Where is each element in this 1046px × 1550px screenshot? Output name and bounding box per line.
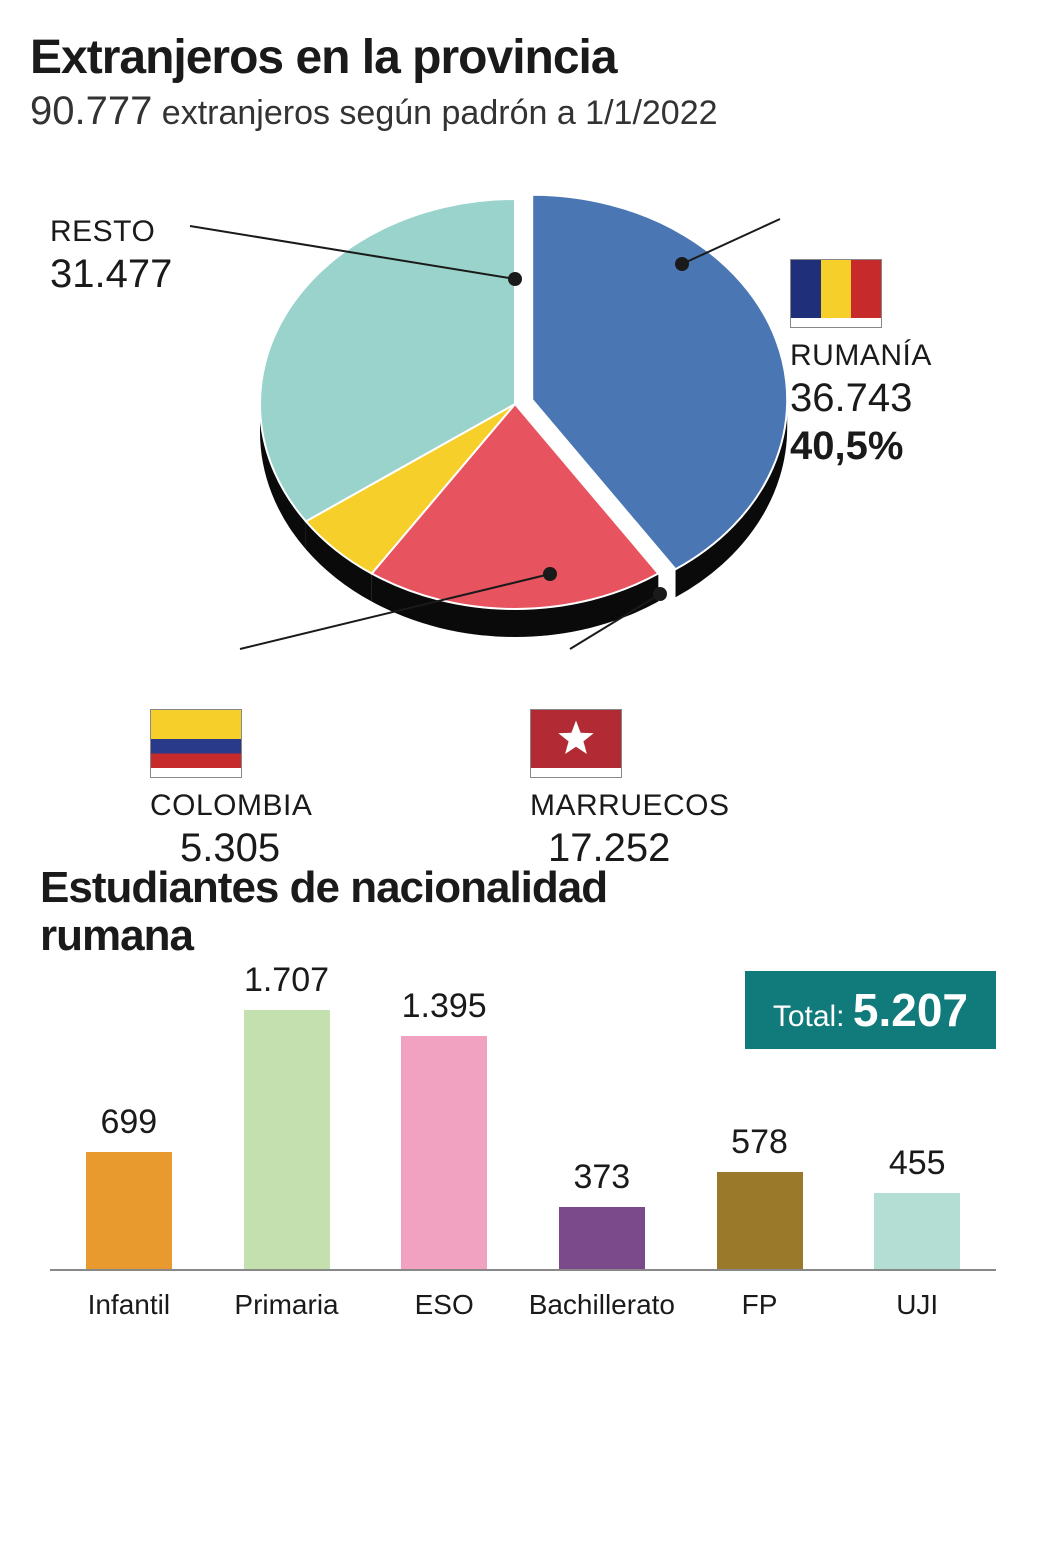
bar-value: 1.395 [402, 987, 487, 1026]
bar-column: 578 [681, 961, 839, 1269]
bar-column: 455 [838, 961, 996, 1269]
bar-label: Infantil [50, 1279, 208, 1321]
bar-rect [874, 1193, 960, 1269]
pie-chart [250, 174, 810, 674]
callout-resto-value: 31.477 [50, 250, 172, 298]
flag-morocco-icon [530, 709, 622, 778]
bar-rect [244, 1010, 330, 1269]
bar-rect [401, 1036, 487, 1269]
flag-colombia-icon [150, 709, 242, 778]
bar-value: 578 [731, 1123, 788, 1162]
bar-label: UJI [838, 1279, 996, 1321]
bar-label: ESO [365, 1279, 523, 1321]
subtitle-number: 90.777 [30, 89, 152, 133]
bar-value: 455 [889, 1144, 946, 1183]
pie-chart-area: RESTO 31.477 RUMANÍA 36.743 40,5% MARRUE… [30, 154, 1016, 834]
bar-chart: 699 1.707 1.395 373 578 455 [50, 961, 996, 1271]
bar-value: 1.707 [244, 961, 329, 1000]
flag-romania-icon [790, 259, 882, 328]
callout-colombia-label: COLOMBIA [150, 788, 312, 824]
section1-title: Extranjeros en la provincia [30, 30, 1016, 85]
callout-marruecos-label: MARRUECOS [530, 788, 730, 824]
bar-rect [717, 1172, 803, 1268]
bar-label: FP [681, 1279, 839, 1321]
bar-labels-row: InfantilPrimariaESOBachilleratoFPUJI [50, 1279, 996, 1321]
callout-colombia: COLOMBIA 5.305 [150, 709, 312, 872]
callout-rumania-percent: 40,5% [790, 422, 932, 470]
subtitle-rest: extranjeros según padrón a 1/1/2022 [162, 94, 718, 132]
callout-rumania-value: 36.743 [790, 374, 932, 422]
bar-column: 1.395 [365, 961, 523, 1269]
bar-chart-area: Total: 5.207 6991.7071.395373578455 Infa… [30, 901, 1016, 1321]
callout-marruecos-value: 17.252 [548, 824, 730, 872]
bar-label: Primaria [208, 1279, 366, 1321]
callout-marruecos: MARRUECOS 17.252 [530, 709, 730, 872]
section1-subtitle: 90.777 extranjeros según padrón a 1/1/20… [30, 89, 1016, 134]
callout-resto: RESTO 31.477 [50, 214, 172, 298]
bar-rect [559, 1207, 645, 1269]
bar-column: 699 [50, 961, 208, 1269]
callout-colombia-value: 5.305 [180, 824, 312, 872]
bar-value: 699 [100, 1103, 157, 1142]
bar-column: 373 [523, 961, 681, 1269]
bar-value: 373 [573, 1158, 630, 1197]
callout-rumania: RUMANÍA 36.743 40,5% [790, 259, 932, 470]
callout-resto-label: RESTO [50, 214, 172, 250]
bar-label: Bachillerato [523, 1279, 681, 1321]
bar-rect [86, 1152, 172, 1269]
bar-column: 1.707 [208, 961, 366, 1269]
callout-rumania-label: RUMANÍA [790, 338, 932, 374]
